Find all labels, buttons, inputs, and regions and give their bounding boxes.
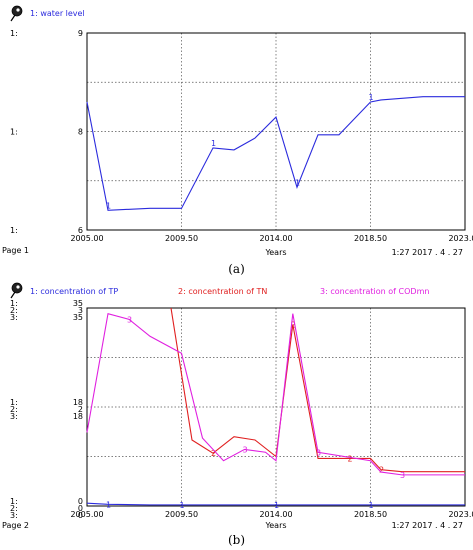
caption-b: (b) xyxy=(227,533,246,547)
chart-a-grid xyxy=(87,33,465,230)
y-axis-prefix: 1: xyxy=(10,29,18,38)
chart-panel-a: 1: water level 1: 6 1: 8 1: 9 2005.00 2009.50 2… xyxy=(0,0,473,276)
series-marker-label: 1 xyxy=(274,501,279,510)
legend-tn: 2: concentration of TN xyxy=(178,287,267,296)
chart-b-series: 1 1 1 1 2 2 2 2 3 3 3 3 xyxy=(86,307,465,510)
series-marker-label: 1 xyxy=(106,500,111,509)
chart-b-svg: 1: concentration of TP 2: concentration … xyxy=(2,282,473,530)
y-tick-label: 0 xyxy=(78,504,83,513)
legend-water-level: 1: water level xyxy=(30,9,85,18)
y-tick-label: 8 xyxy=(78,128,83,137)
chart-b-y-axis: 1: 0 2: 0 3: 0 1: 18 2: 2 3: 18 1: 35 2: 3 3: 35 xyxy=(10,299,83,520)
chart-b-plot-area xyxy=(86,307,466,507)
series-marker-label: 2 xyxy=(211,449,216,458)
series-marker-label: 2 xyxy=(348,454,353,463)
x-tick-label: 2009.50 xyxy=(165,510,198,519)
series-line-tp xyxy=(86,502,465,506)
series-marker-label: 1 xyxy=(211,139,216,148)
y-tick-label: 0 xyxy=(78,511,83,520)
legend-tp: 1: concentration of TP xyxy=(30,287,118,296)
chart-a-plot-area xyxy=(86,32,466,231)
timestamp-a: 1:27 2017 . 4 . 27 xyxy=(392,248,463,257)
y-tick-label: 35 xyxy=(73,299,83,308)
x-tick-label: 2005.00 xyxy=(70,510,103,519)
y-axis-prefix: 3: xyxy=(10,412,18,421)
series-marker-label: 3 xyxy=(127,315,132,324)
series-marker-label: 3 xyxy=(400,471,405,480)
y-axis-prefix: 2: xyxy=(10,405,18,414)
series-marker-label: 3 xyxy=(316,448,321,457)
x-tick-label: 2018.50 xyxy=(354,510,387,519)
y-tick-label: 9 xyxy=(78,29,83,38)
series-marker-label: 1 xyxy=(369,93,374,102)
chart-b-x-axis: 2005.00 2009.50 2014.00 2018.50 2023.00 xyxy=(70,510,473,519)
chart-a-x-axis: 2005.00 2009.50 2014.00 2018.50 2023.00 xyxy=(70,234,473,243)
x-tick-label: 2023.00 xyxy=(448,510,473,519)
series-line-codmn xyxy=(86,312,465,476)
y-tick-label: 35 xyxy=(73,313,83,322)
y-axis-prefix: 1: xyxy=(10,226,18,235)
series-marker-label: 1 xyxy=(369,501,374,510)
caption-a: (a) xyxy=(228,262,245,276)
series-line-water-level xyxy=(86,96,465,211)
x-tick-label: 2023.00 xyxy=(448,234,473,243)
pin-icon xyxy=(10,5,23,22)
y-tick-label: 3 xyxy=(78,306,83,315)
series-line-tn xyxy=(170,307,465,473)
chart-a-series: 1 1 1 1 xyxy=(86,93,465,211)
series-marker-label: 3 xyxy=(243,445,248,454)
chart-a-y-axis: 1: 6 1: 8 1: 9 xyxy=(10,29,83,235)
y-axis-prefix: 2: xyxy=(10,306,18,315)
x-tick-label: 2018.50 xyxy=(354,234,387,243)
page-label-a: Page 1 xyxy=(2,246,29,255)
chart-panel-b: 1: concentration of TP 2: concentration … xyxy=(0,278,473,550)
legend-codmn: 3: concentration of CODmn xyxy=(320,287,429,296)
timestamp-b: 1:27 2017 . 4 . 27 xyxy=(392,521,463,530)
y-axis-prefix: 1: xyxy=(10,299,18,308)
page-label-b: Page 2 xyxy=(2,521,29,530)
x-tick-label: 2009.50 xyxy=(165,234,198,243)
y-axis-prefix: 2: xyxy=(10,504,18,513)
y-axis-prefix: 3: xyxy=(10,511,18,520)
x-tick-label: 2014.00 xyxy=(259,510,292,519)
chart-b-grid xyxy=(87,308,465,506)
x-axis-title-a: Years xyxy=(264,248,286,257)
y-axis-prefix: 1: xyxy=(10,497,18,506)
series-marker-label: 1 xyxy=(106,201,111,210)
series-marker-label: 2 xyxy=(379,466,384,475)
y-tick-label: 0 xyxy=(78,497,83,506)
pin-icon xyxy=(10,282,23,299)
series-marker-label: 2 xyxy=(291,321,296,330)
y-axis-prefix: 1: xyxy=(10,398,18,407)
y-tick-label: 6 xyxy=(78,226,83,235)
y-axis-prefix: 1: xyxy=(10,128,18,137)
x-tick-label: 2014.00 xyxy=(259,234,292,243)
x-tick-label: 2005.00 xyxy=(70,234,103,243)
y-tick-label: 18 xyxy=(73,412,83,421)
chart-a-svg: 1: water level 1: 61: 81: 9 2005.00 2009.50 2… xyxy=(2,5,473,257)
y-tick-label: 2 xyxy=(78,405,83,414)
y-axis-prefix: 3: xyxy=(10,313,18,322)
series-marker-label: 1 xyxy=(180,501,185,510)
series-marker-label: 1 xyxy=(295,178,300,187)
y-tick-label: 18 xyxy=(73,398,83,407)
x-axis-title-b: Years xyxy=(264,521,286,530)
